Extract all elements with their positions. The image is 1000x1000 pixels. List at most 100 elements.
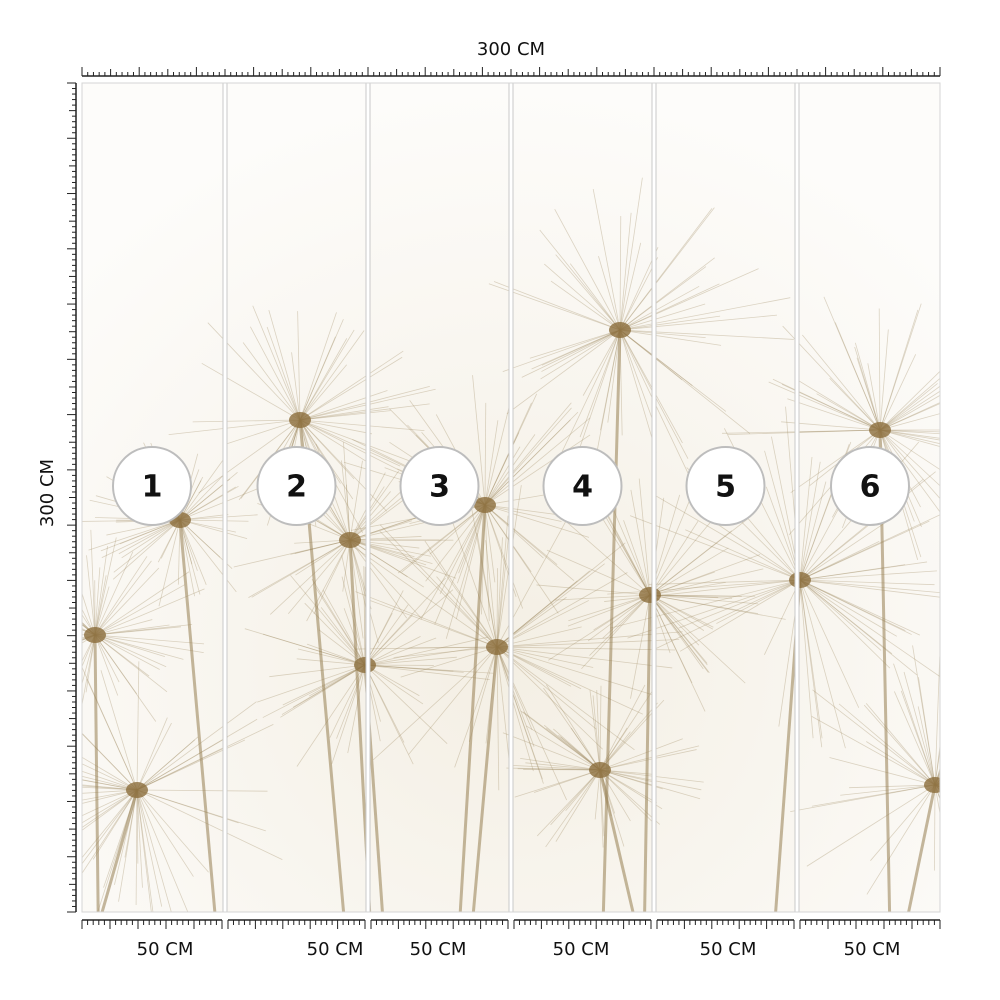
- filament: [619, 329, 751, 434]
- filament: [297, 648, 366, 666]
- filament: [353, 546, 498, 648]
- filament: [619, 329, 623, 436]
- filament: [299, 403, 430, 421]
- seed-head: [488, 177, 794, 912]
- filament: [934, 784, 940, 788]
- filament: [424, 540, 498, 648]
- filament: [799, 579, 940, 678]
- seed-head: [790, 645, 940, 912]
- filament: [179, 519, 249, 522]
- seam: [366, 83, 370, 912]
- filament: [299, 312, 337, 421]
- filament: [88, 519, 181, 551]
- filament: [619, 303, 706, 331]
- filament: [82, 608, 96, 636]
- filament: [879, 429, 940, 471]
- filament: [879, 394, 940, 431]
- filament: [879, 354, 917, 431]
- panel-number-badge: [399, 446, 480, 526]
- filament: [82, 634, 96, 686]
- filament: [656, 495, 801, 581]
- filament: [587, 594, 651, 642]
- filament: [94, 634, 204, 653]
- panels: 1 50 CM 2 50 CM 3 50 CM 4 50 CM 5 50 CM 6 50 CM: [81, 446, 941, 960]
- filament: [879, 429, 940, 433]
- filament: [355, 646, 498, 650]
- filament: [484, 417, 591, 506]
- filament: [934, 782, 940, 786]
- filament: [865, 703, 936, 786]
- filament: [400, 646, 498, 678]
- filament: [295, 539, 351, 576]
- filament: [119, 519, 181, 545]
- filament: [879, 390, 940, 431]
- filament: [496, 646, 673, 669]
- filament: [299, 410, 391, 421]
- filament: [179, 519, 198, 571]
- filament: [649, 517, 715, 596]
- filament: [619, 315, 721, 331]
- filament: [934, 784, 940, 787]
- filament: [177, 519, 181, 585]
- filament: [879, 385, 940, 431]
- filament: [496, 646, 676, 651]
- panel-number: 5: [715, 470, 736, 505]
- filament: [812, 689, 936, 786]
- filament: [82, 786, 138, 791]
- filament: [349, 539, 367, 610]
- filament: [136, 789, 209, 873]
- filament: [364, 647, 477, 666]
- panel-number: 6: [860, 470, 881, 505]
- filament: [270, 539, 351, 615]
- filament: [299, 364, 347, 421]
- panel-number-badge: [112, 446, 192, 526]
- stem: [93, 634, 100, 912]
- filament: [329, 664, 366, 738]
- filament: [94, 546, 108, 636]
- stem: [178, 519, 217, 912]
- filament: [349, 539, 415, 558]
- panel-width-label: 50 CM: [410, 939, 467, 960]
- filament: [533, 769, 601, 793]
- filament: [655, 579, 801, 649]
- filament: [619, 207, 715, 331]
- filament: [561, 329, 621, 452]
- filament: [262, 664, 366, 718]
- filament: [593, 329, 621, 469]
- filament: [299, 419, 368, 463]
- filament: [609, 579, 801, 629]
- filament: [619, 216, 622, 331]
- filament: [349, 536, 422, 541]
- filament: [764, 450, 801, 581]
- filament: [82, 592, 96, 636]
- filament: [266, 326, 301, 421]
- filament: [765, 486, 801, 581]
- filament: [879, 429, 940, 435]
- filament: [553, 728, 601, 771]
- filament: [299, 338, 348, 421]
- filament: [544, 263, 621, 331]
- filament: [790, 429, 881, 494]
- filament: [82, 733, 138, 791]
- filament: [496, 646, 543, 780]
- filament: [619, 329, 683, 381]
- filament: [799, 456, 813, 581]
- filament: [649, 594, 708, 664]
- filament: [468, 646, 498, 743]
- filament: [179, 475, 224, 521]
- stem: [458, 504, 487, 912]
- filament: [364, 614, 413, 666]
- filament: [136, 789, 268, 792]
- filament: [349, 539, 408, 619]
- filament: [349, 460, 363, 541]
- filament: [496, 646, 597, 730]
- filament: [364, 664, 414, 765]
- filament: [879, 429, 940, 487]
- filament: [454, 646, 498, 768]
- filament: [649, 520, 699, 596]
- seed-center: [289, 412, 311, 428]
- filament: [934, 784, 940, 789]
- filament: [86, 555, 96, 636]
- filament: [879, 370, 940, 431]
- filament: [649, 594, 733, 599]
